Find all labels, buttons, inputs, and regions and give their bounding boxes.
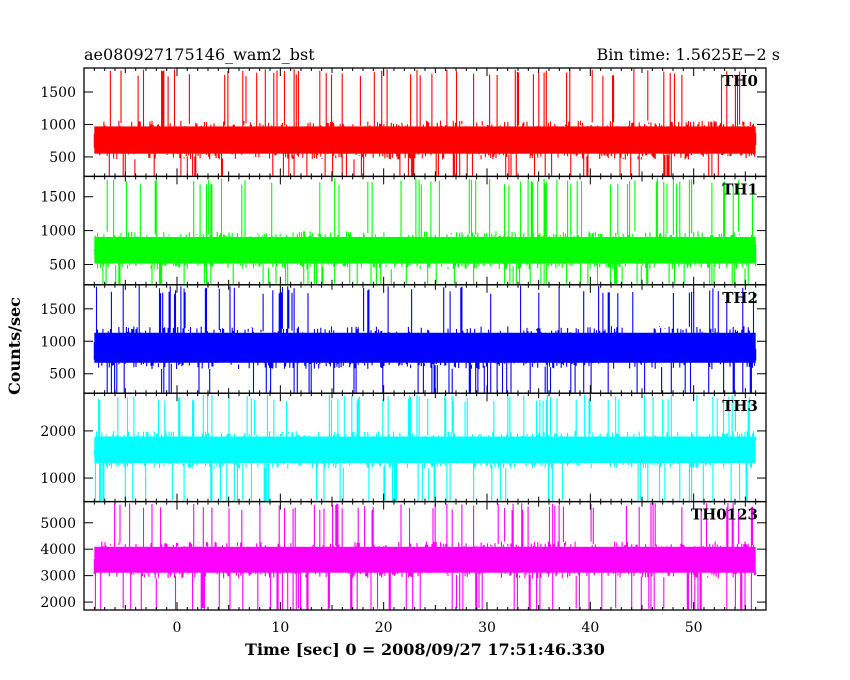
series-line-th0 [93,68,757,176]
y-tick-label: 1500 [40,190,76,206]
series-line-th3 [93,394,757,502]
y-tick-label: 500 [49,150,76,166]
y-tick-label: 1000 [40,224,76,240]
x-axis-label: Time [sec] 0 = 2008/09/27 17:51:46.330 [245,640,605,659]
y-tick-label: 500 [49,257,76,273]
series-line-th1 [93,178,757,285]
x-tick-label: 30 [478,620,496,636]
y-tick-label: 4000 [40,542,76,558]
panel-label: TH2 [722,289,758,307]
panel-label: TH0 [722,72,758,90]
panel-th3: 1000 2000 TH3 [40,392,767,503]
y-tick-label: 1000 [40,334,76,350]
series-line-th0123 [93,502,757,610]
panel-label: TH1 [722,180,758,198]
panels-group: 500 1000 1500 TH0 500 1000 1500 TH1 500 1000 1500 T… [40,67,767,611]
panel-label: TH3 [722,397,758,415]
series-line-th2 [93,285,757,393]
panel-th1: 500 1000 1500 TH1 [40,175,767,286]
x-tick-label: 20 [375,620,393,636]
y-tick-label: 5000 [40,516,76,532]
y-tick-label: 1500 [40,302,76,318]
panel-th2: 500 1000 1500 TH2 [40,284,767,394]
y-tick-label: 500 [49,367,76,383]
panel-th0123: 2000 3000 4000 5000 TH0123 [40,500,767,611]
y-tick-label: 1000 [40,471,76,487]
y-tick-label: 1500 [40,85,76,101]
chart-title: ae080927175146_wam2_bst [84,45,315,64]
y-tick-label: 2000 [40,424,76,440]
bin-time-label: Bin time: 1.5625E−2 s [597,45,780,64]
x-tick-label: 40 [581,620,599,636]
x-tick-label: 0 [173,620,182,636]
panel-label: TH0123 [691,506,758,524]
y-tick-label: 2000 [40,595,76,611]
y-axis-label: Counts/sec [5,297,24,395]
x-tick-label: 50 [685,620,703,636]
y-tick-label: 1000 [40,117,76,133]
panel-th0: 500 1000 1500 TH0 [40,67,767,178]
x-axis: 0 10 20 30 40 50 [173,620,703,636]
y-tick-label: 3000 [40,569,76,585]
x-tick-label: 10 [271,620,289,636]
